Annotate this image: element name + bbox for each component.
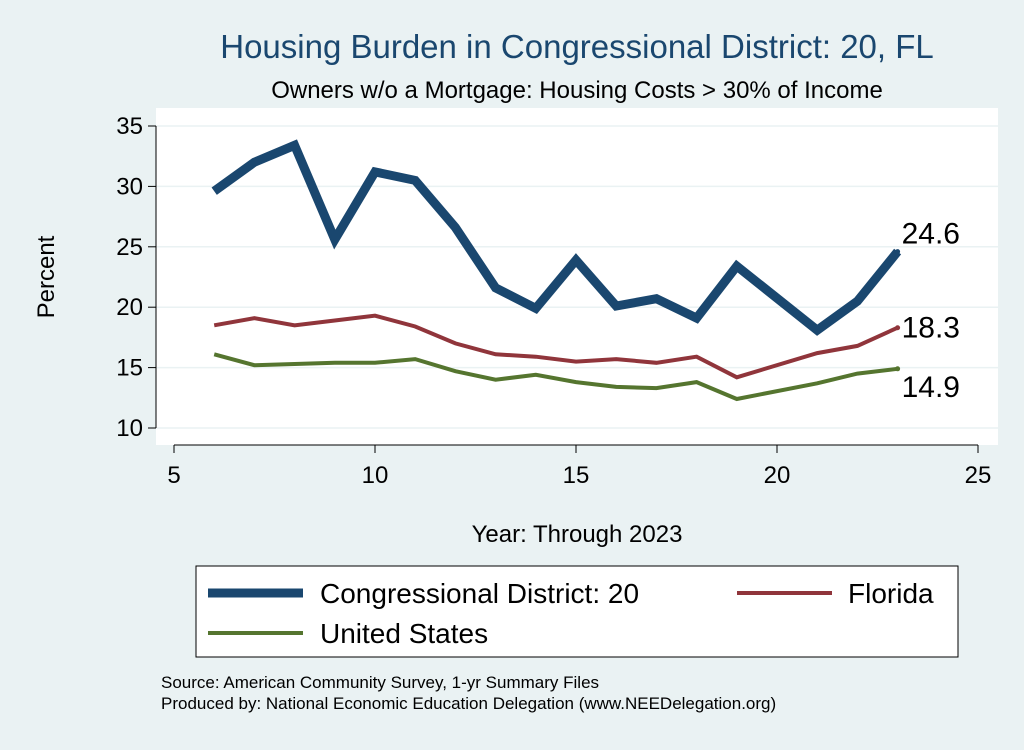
x-tick-label: 20 [764,462,791,489]
x-tick-label: 25 [965,462,992,489]
end-point-congressional-district-20 [895,249,901,255]
chart-subtitle: Owners w/o a Mortgage: Housing Costs > 3… [271,77,883,104]
y-axis: 10 15 20 25 30 35 [116,113,157,442]
x-tick-label: 5 [167,462,180,489]
series-line-congressional-district-20 [211,139,902,336]
end-label-florida: 18.3 [902,312,960,345]
y-tick-label: 15 [116,355,143,382]
y-tick-label: 30 [116,173,143,200]
y-tick-label: 20 [116,294,143,321]
legend-label-united-states: United States [320,618,488,649]
chart-title: Housing Burden in Congressional District… [220,28,934,65]
end-labels: 24.6 18.3 14.9 [902,218,960,404]
plot-area [156,108,998,445]
x-axis: 5 10 15 20 25 [167,444,992,489]
produced-by-note: Produced by: National Economic Education… [161,694,776,713]
series-line-united-states [213,352,898,402]
grid-lines [156,125,998,429]
y-axis-label: Percent [33,235,60,318]
legend-label-florida: Florida [848,578,934,609]
y-tick-label: 25 [116,234,143,261]
x-tick-label: 15 [563,462,590,489]
end-point-united-states [895,366,901,372]
legend: Congressional District: 20 Florida United … [208,578,934,649]
x-tick-label: 10 [362,462,389,489]
source-note: Source: American Community Survey, 1-yr … [161,673,599,692]
y-tick-label: 35 [116,113,143,140]
series-line-florida [213,313,899,380]
y-tick-label: 10 [116,415,143,442]
end-label-united-states: 14.9 [902,371,960,404]
legend-label-congressional-district-20: Congressional District: 20 [320,578,639,609]
x-axis-label: Year: Through 2023 [472,521,683,548]
legend-box [195,565,959,658]
series-lines [211,139,902,402]
end-label-congressional-district-20: 24.6 [902,218,960,251]
end-point-florida [895,325,901,331]
